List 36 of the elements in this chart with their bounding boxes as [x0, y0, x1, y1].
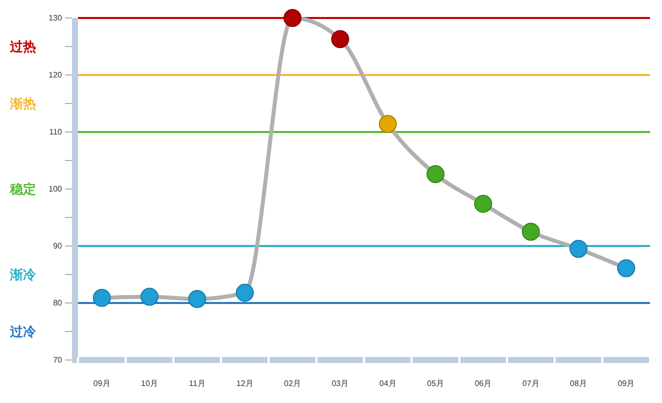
- point: [617, 259, 636, 278]
- x-tick-label: 02月: [284, 379, 301, 388]
- ref-line-label: 渐冷: [9, 267, 37, 282]
- point: [92, 288, 111, 307]
- x-tick-label: 03月: [332, 379, 349, 388]
- x-tick-label: 04月: [379, 379, 396, 388]
- point: [188, 290, 206, 308]
- x-tick-label: 12月: [236, 379, 254, 388]
- x-tick-label: 05月: [427, 379, 444, 388]
- point: [426, 165, 444, 184]
- point: [474, 194, 492, 213]
- y-tick-label: 90: [53, 242, 63, 251]
- ref-line-label: 稳定: [9, 182, 36, 197]
- y-tick-label: 80: [53, 298, 63, 308]
- y-tick-label: 100: [48, 184, 63, 194]
- point: [284, 9, 302, 27]
- ref-line-label: 过热: [9, 39, 36, 54]
- point: [140, 288, 158, 306]
- ref-line-label: 渐热: [9, 96, 36, 112]
- point: [522, 222, 540, 241]
- y-tick-label: 120: [48, 70, 63, 80]
- x-tick-label: 07月: [522, 379, 540, 388]
- point: [570, 240, 588, 258]
- y-tick-label: 70: [53, 356, 63, 365]
- point: [331, 30, 350, 48]
- x-tick-label: 09月: [93, 379, 110, 388]
- x-tick-label: 11月: [189, 379, 206, 388]
- y-tick-label: 110: [49, 128, 63, 137]
- y-tick-label: 130: [48, 14, 63, 23]
- point: [378, 115, 397, 134]
- x-tick-label: 10月: [141, 379, 158, 388]
- ref-line-label: 过冷: [9, 324, 37, 340]
- x-tick-label: 09月: [618, 379, 635, 388]
- x-tick-label: 06月: [474, 379, 492, 388]
- x-tick-label: 08月: [570, 379, 587, 388]
- point: [236, 284, 254, 302]
